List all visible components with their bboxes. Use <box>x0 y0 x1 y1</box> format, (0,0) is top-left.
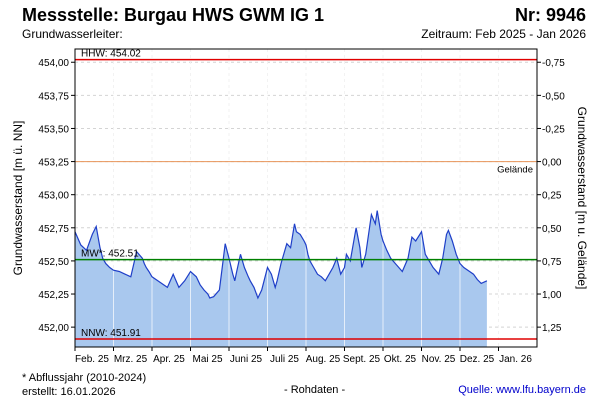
data-layer <box>74 49 499 347</box>
reference-lines: HHW: 454.02 Gelände MW*: 452.51 NNW: 451.91 <box>75 49 537 340</box>
x-tick-label: Sept. 25 <box>343 354 381 365</box>
y-tick-label: 452,25 <box>38 290 69 301</box>
station-title: Messstelle: Burgau HWS GWM IG 1 <box>22 5 325 25</box>
reference-label: NNW: 451.91 <box>81 328 141 339</box>
footnote: * Abflussjahr (2010-2024) <box>22 372 147 384</box>
axes: 454,00 453,75 453,50 453,25 453,00 452,75 452,… <box>11 48 589 365</box>
station-number: Nr: 9946 <box>514 5 586 25</box>
x-tick-label: Mrz. 25 <box>114 354 148 365</box>
x-tick-label: Jan. 26 <box>499 354 532 365</box>
y2-tick-label: -0,75 <box>542 58 565 69</box>
x-tick-label: Apr. 25 <box>153 354 185 365</box>
y-tick-label: 452,50 <box>38 257 69 268</box>
reference-label: HHW: 454.02 <box>81 49 141 60</box>
source-link[interactable]: Quelle: www.lfu.bayern.de <box>458 384 586 396</box>
y-axis-title: Grundwasserstand [m ü. NN] <box>11 121 25 276</box>
reference-label: MW*: 452.51 <box>81 249 139 260</box>
period-label: Zeitraum: Feb 2025 - Jan 2026 <box>421 27 586 41</box>
series-line <box>74 210 488 300</box>
y2-tick-label: -0,50 <box>542 91 565 102</box>
rawdata-note: - Rohdaten - <box>284 384 346 396</box>
y-tick-label: 453,25 <box>38 158 69 169</box>
aquifer-label: Grundwasserleiter: <box>22 27 123 41</box>
x-tick-label: Feb. 25 <box>75 354 109 365</box>
x-tick-label: Mai 25 <box>192 354 222 365</box>
created-date: erstellt: 16.01.2026 <box>22 386 116 398</box>
y2-tick-label: 1,00 <box>542 290 562 301</box>
series-area <box>75 210 487 347</box>
x-tick-label: Juli 25 <box>270 354 299 365</box>
y2-tick-label: 0,75 <box>542 257 562 268</box>
x-tick-label: Nov. 25 <box>422 354 456 365</box>
y-tick-label: 454,00 <box>38 58 69 69</box>
reference-label: Gelände <box>497 165 533 176</box>
x-tick-label: Dez. 25 <box>460 354 495 365</box>
y2-tick-label: 0,50 <box>542 224 562 235</box>
x-tick-label: Okt. 25 <box>384 354 417 365</box>
y2-tick-label: -0,25 <box>542 124 565 135</box>
y2-tick-label: 0,25 <box>542 191 562 202</box>
y2-axis-title: Grundwasserstand [m u. Gelände] <box>575 107 589 290</box>
y-tick-label: 453,50 <box>38 124 69 135</box>
x-tick-label: Juni 25 <box>230 354 263 365</box>
y-tick-label: 453,75 <box>38 91 69 102</box>
y-tick-label: 453,00 <box>38 191 69 202</box>
y2-tick-label: 0,00 <box>542 158 562 169</box>
x-tick-label: Aug. 25 <box>306 354 341 365</box>
y2-tick-label: 1,25 <box>542 323 562 334</box>
y-tick-label: 452,75 <box>38 224 69 235</box>
y-tick-label: 452,00 <box>38 323 69 334</box>
